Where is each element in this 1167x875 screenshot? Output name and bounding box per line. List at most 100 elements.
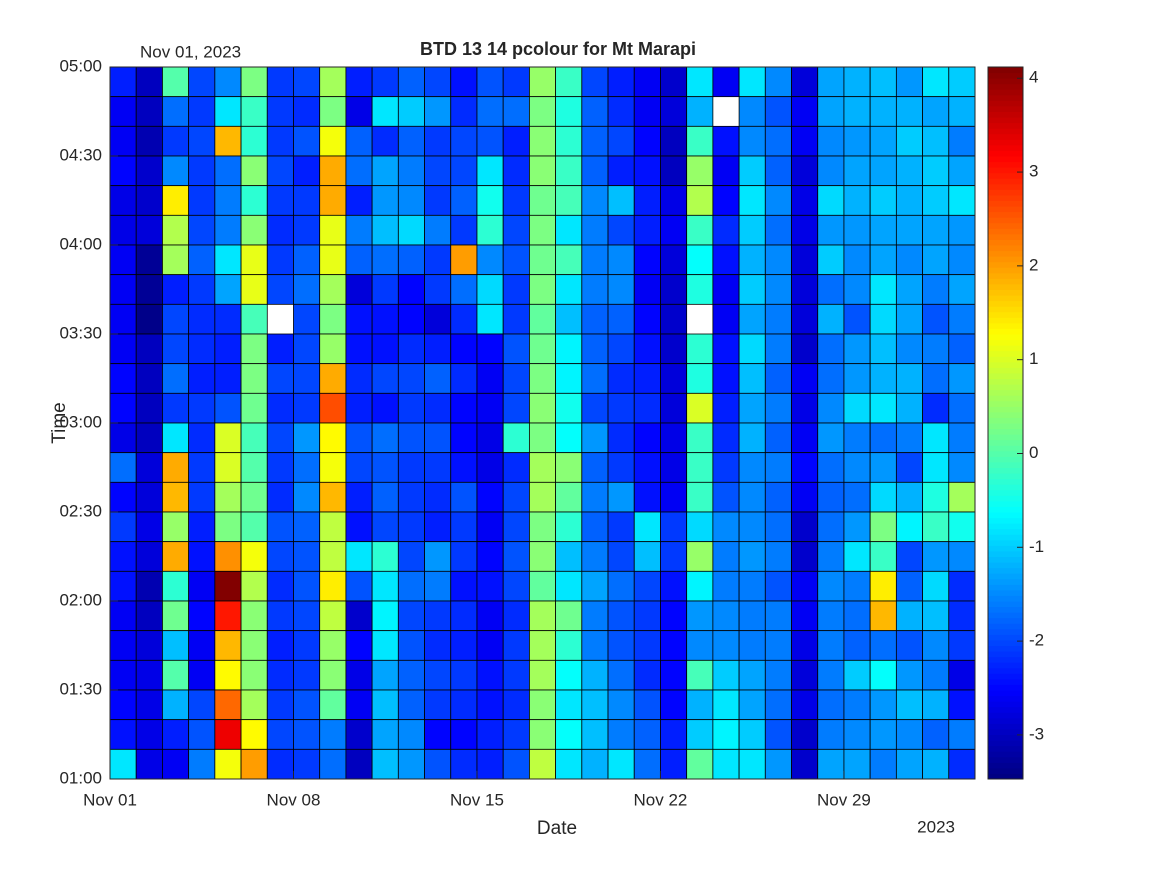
cell bbox=[555, 214, 583, 246]
cell bbox=[528, 541, 557, 572]
cell bbox=[922, 274, 950, 305]
cell bbox=[214, 392, 242, 424]
cell bbox=[791, 511, 819, 543]
cell bbox=[214, 66, 242, 98]
cell bbox=[738, 511, 766, 543]
cell bbox=[922, 244, 950, 276]
colorbar-swatch bbox=[988, 678, 1023, 685]
colorbar-swatch bbox=[988, 267, 1023, 274]
cell bbox=[791, 125, 819, 157]
cell bbox=[371, 333, 399, 365]
cell bbox=[371, 244, 399, 276]
cell bbox=[135, 125, 163, 157]
cell bbox=[922, 511, 950, 543]
cell bbox=[764, 185, 792, 216]
cell bbox=[188, 96, 216, 127]
cell bbox=[633, 96, 661, 127]
cell bbox=[895, 452, 923, 483]
cell bbox=[948, 600, 976, 632]
cell bbox=[843, 66, 871, 98]
cell bbox=[817, 244, 845, 276]
cell bbox=[791, 363, 819, 394]
cell bbox=[528, 96, 557, 127]
cell bbox=[555, 541, 583, 572]
cell bbox=[843, 511, 871, 543]
colorbar-swatch bbox=[988, 473, 1023, 480]
cell bbox=[109, 719, 137, 750]
cell bbox=[738, 452, 766, 483]
cell bbox=[607, 511, 635, 543]
cell bbox=[843, 630, 871, 661]
cell bbox=[214, 630, 242, 661]
cell bbox=[162, 185, 190, 216]
colorbar-swatch bbox=[988, 139, 1023, 146]
cell bbox=[345, 630, 373, 661]
cell bbox=[712, 392, 740, 424]
cell bbox=[502, 422, 530, 454]
cell bbox=[293, 630, 321, 661]
cell bbox=[581, 155, 609, 187]
cell bbox=[345, 333, 373, 365]
cell bbox=[214, 600, 242, 632]
cell bbox=[371, 630, 399, 661]
cell bbox=[345, 689, 373, 721]
cell bbox=[345, 541, 373, 572]
colorbar-swatch bbox=[988, 545, 1023, 552]
cell bbox=[266, 66, 294, 98]
cell bbox=[528, 481, 557, 513]
cell bbox=[424, 630, 452, 661]
cell bbox=[319, 185, 347, 216]
cell bbox=[162, 541, 190, 572]
colorbar-swatch bbox=[988, 712, 1023, 719]
cell bbox=[712, 66, 740, 98]
colorbar-swatch bbox=[988, 562, 1023, 569]
colorbar-swatch bbox=[988, 156, 1023, 163]
cell bbox=[135, 392, 163, 424]
cell bbox=[397, 303, 425, 335]
cell bbox=[948, 155, 976, 187]
cell bbox=[791, 303, 819, 335]
cell bbox=[817, 719, 845, 750]
cell bbox=[764, 570, 792, 602]
cell bbox=[371, 155, 399, 187]
cell bbox=[712, 185, 740, 216]
cell bbox=[607, 392, 635, 424]
colorbar-swatch bbox=[988, 261, 1023, 268]
cell bbox=[240, 659, 268, 691]
cell bbox=[345, 96, 373, 127]
cell bbox=[633, 630, 661, 661]
cell bbox=[424, 422, 452, 454]
cell bbox=[214, 155, 242, 187]
cell bbox=[843, 185, 871, 216]
cell bbox=[293, 214, 321, 246]
cell bbox=[162, 96, 190, 127]
cell bbox=[581, 96, 609, 127]
cell bbox=[371, 125, 399, 157]
cell bbox=[869, 422, 897, 454]
cell bbox=[895, 333, 923, 365]
cell bbox=[633, 185, 661, 216]
cell bbox=[869, 570, 897, 602]
cell bbox=[869, 392, 897, 424]
cell bbox=[738, 481, 766, 513]
cell bbox=[738, 392, 766, 424]
cell bbox=[345, 125, 373, 157]
cell bbox=[764, 155, 792, 187]
cell bbox=[607, 689, 635, 721]
cell bbox=[633, 333, 661, 365]
cell bbox=[660, 214, 688, 246]
cell bbox=[371, 185, 399, 216]
cell bbox=[764, 511, 792, 543]
cell bbox=[266, 719, 294, 750]
cell bbox=[712, 155, 740, 187]
cell bbox=[922, 185, 950, 216]
cell bbox=[135, 600, 163, 632]
colorbar-swatch bbox=[988, 172, 1023, 179]
cell bbox=[895, 66, 923, 98]
colorbar-swatch bbox=[988, 445, 1023, 452]
cell bbox=[345, 303, 373, 335]
cell bbox=[922, 659, 950, 691]
cell bbox=[764, 125, 792, 157]
cell bbox=[764, 66, 792, 98]
cell bbox=[345, 570, 373, 602]
